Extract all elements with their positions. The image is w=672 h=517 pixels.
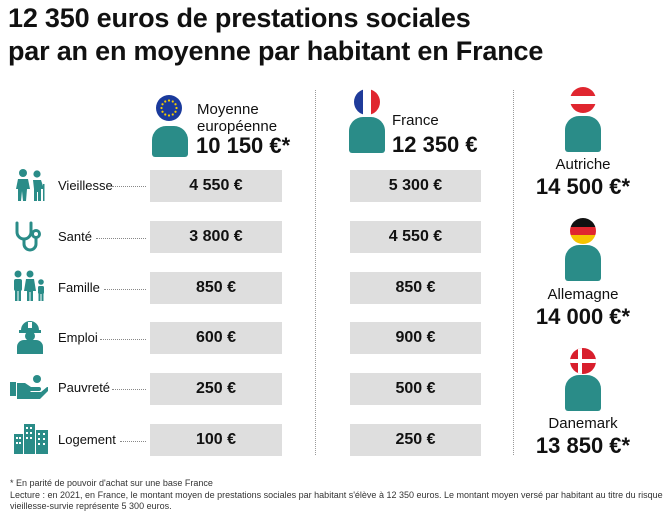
country-name: Autriche bbox=[555, 156, 611, 173]
footnote-reading: Lecture : en 2021, en France, le montant… bbox=[10, 490, 663, 511]
leader-dots bbox=[96, 238, 146, 239]
leader-dots bbox=[120, 441, 146, 442]
row-label: Famille bbox=[58, 280, 100, 295]
row-label: Vieillesse bbox=[58, 178, 113, 193]
leader-dots bbox=[100, 339, 146, 340]
germany-person-icon bbox=[565, 243, 601, 281]
family-icon bbox=[14, 270, 44, 301]
country-name: Danemark bbox=[548, 415, 618, 432]
eu-cell: 250 € bbox=[150, 373, 282, 405]
leader-dots bbox=[112, 389, 146, 390]
eu-label-line-2: européenne bbox=[197, 118, 278, 135]
stethoscope-icon bbox=[15, 221, 41, 252]
eu-cell: 600 € bbox=[150, 322, 282, 354]
elderly-couple-icon bbox=[16, 169, 45, 201]
leader-dots bbox=[104, 289, 146, 290]
country-name: Allemagne bbox=[547, 286, 619, 303]
country-amount: 14 500 €* bbox=[535, 174, 631, 199]
buildings-icon bbox=[14, 424, 48, 454]
eu-cell: 4 550 € bbox=[150, 170, 282, 202]
leader-dots bbox=[112, 186, 146, 187]
eu-cell: 850 € bbox=[150, 272, 282, 304]
denmark-person-icon bbox=[565, 373, 601, 411]
france-flag-icon bbox=[354, 89, 380, 115]
title-line-1: 12 350 euros de prestations sociales bbox=[8, 3, 471, 33]
eu-cell: 100 € bbox=[150, 424, 282, 456]
austria-person-icon bbox=[565, 112, 601, 152]
divider-1 bbox=[315, 90, 316, 455]
france-person-icon bbox=[349, 115, 385, 153]
eu-flag-icon bbox=[156, 95, 182, 121]
country-amount: 14 000 €* bbox=[535, 304, 631, 329]
france-cell: 850 € bbox=[350, 272, 481, 304]
country-amount: 13 850 €* bbox=[535, 433, 631, 458]
row-label: Santé bbox=[58, 229, 92, 244]
eu-cell: 3 800 € bbox=[150, 221, 282, 253]
footnote-ppp: * En parité de pouvoir d'achat sur une b… bbox=[10, 478, 213, 488]
title-line-2: par an en moyenne par habitant en France bbox=[8, 36, 544, 66]
germany-flag-icon bbox=[570, 218, 596, 244]
eu-person-icon bbox=[152, 121, 188, 157]
france-label: France bbox=[392, 112, 439, 129]
eu-label: Moyenne européenne bbox=[197, 101, 277, 135]
divider-2 bbox=[513, 90, 514, 455]
row-label: Emploi bbox=[58, 330, 98, 345]
austria-flag-icon bbox=[570, 87, 596, 113]
eu-label-line-1: Moyenne bbox=[197, 101, 259, 118]
france-amount: 12 350 € bbox=[392, 132, 478, 157]
row-label: Logement bbox=[58, 432, 116, 447]
france-cell: 500 € bbox=[350, 373, 481, 405]
france-cell: 5 300 € bbox=[350, 170, 481, 202]
helping-hand-icon bbox=[10, 375, 48, 399]
page-title: 12 350 euros de prestations sociales par… bbox=[8, 2, 668, 68]
worker-icon bbox=[17, 321, 43, 354]
denmark-flag-icon bbox=[570, 348, 596, 374]
france-cell: 250 € bbox=[350, 424, 481, 456]
row-label: Pauvreté bbox=[58, 380, 111, 395]
france-cell: 900 € bbox=[350, 322, 481, 354]
france-cell: 4 550 € bbox=[350, 221, 481, 253]
eu-amount: 10 150 €* bbox=[196, 133, 291, 158]
